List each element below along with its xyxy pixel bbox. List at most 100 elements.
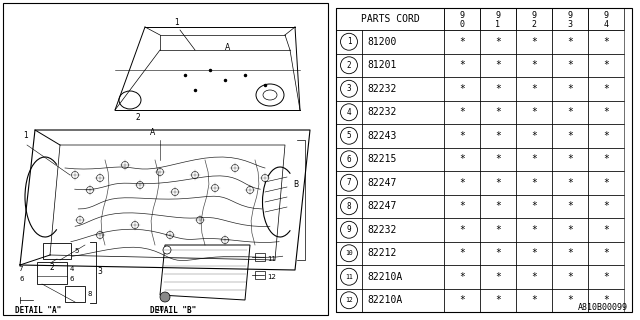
Bar (588, 195, 624, 218)
Bar (588, 53, 624, 77)
Bar (336, 8, 444, 30)
Bar (552, 242, 588, 265)
Bar (336, 242, 362, 265)
Text: 12: 12 (345, 297, 353, 303)
Text: 12: 12 (267, 274, 276, 280)
Text: 9: 9 (347, 225, 351, 234)
Bar (516, 30, 552, 53)
Bar (588, 242, 624, 265)
Text: *: * (603, 107, 609, 117)
Bar (516, 195, 552, 218)
Text: DETAIL "B": DETAIL "B" (150, 306, 196, 315)
Text: *: * (459, 37, 465, 47)
Bar (362, 242, 444, 265)
Text: *: * (531, 295, 537, 305)
Bar (552, 265, 588, 289)
Circle shape (221, 236, 228, 244)
Text: 1: 1 (23, 131, 28, 140)
Bar (362, 289, 444, 312)
Bar (588, 171, 624, 195)
Text: 7: 7 (347, 178, 351, 187)
Text: *: * (603, 84, 609, 94)
Bar (552, 148, 588, 171)
Bar (552, 218, 588, 242)
Text: *: * (459, 131, 465, 141)
Text: 1: 1 (175, 18, 179, 27)
Text: 7: 7 (18, 266, 22, 272)
Text: *: * (495, 107, 501, 117)
Circle shape (97, 231, 104, 238)
Circle shape (262, 174, 269, 181)
Bar (362, 171, 444, 195)
Text: *: * (531, 107, 537, 117)
Text: 11: 11 (267, 256, 276, 262)
Text: *: * (567, 154, 573, 164)
Bar (588, 148, 624, 171)
Bar (480, 8, 516, 30)
Circle shape (232, 164, 239, 172)
Bar (444, 148, 480, 171)
Bar (37, 262, 67, 284)
Text: 9: 9 (495, 11, 500, 20)
Bar (43, 243, 71, 259)
Bar (362, 77, 444, 100)
Circle shape (131, 221, 138, 228)
Bar (516, 148, 552, 171)
Text: *: * (567, 107, 573, 117)
Text: 82212: 82212 (367, 248, 396, 258)
Bar (552, 195, 588, 218)
Text: *: * (567, 272, 573, 282)
Text: *: * (603, 295, 609, 305)
Text: *: * (495, 248, 501, 258)
Bar (444, 77, 480, 100)
Text: *: * (459, 295, 465, 305)
Bar (516, 171, 552, 195)
Bar (480, 148, 516, 171)
Bar (362, 30, 444, 53)
Bar (362, 148, 444, 171)
Bar (552, 289, 588, 312)
Bar (552, 8, 588, 30)
Circle shape (122, 162, 129, 169)
Text: *: * (567, 131, 573, 141)
Circle shape (166, 231, 173, 238)
Text: *: * (531, 201, 537, 211)
Bar (444, 100, 480, 124)
Text: *: * (567, 84, 573, 94)
Bar (336, 8, 632, 312)
Text: *: * (603, 225, 609, 235)
Bar (552, 171, 588, 195)
Circle shape (157, 169, 163, 175)
Bar (444, 218, 480, 242)
Bar (588, 265, 624, 289)
Text: 3: 3 (97, 268, 102, 276)
Bar (480, 77, 516, 100)
Bar (444, 8, 480, 30)
Text: 4: 4 (70, 266, 74, 272)
Text: *: * (603, 272, 609, 282)
Bar (588, 289, 624, 312)
Circle shape (246, 187, 253, 194)
Bar (336, 195, 362, 218)
Bar (480, 289, 516, 312)
Circle shape (77, 217, 83, 223)
Text: *: * (495, 154, 501, 164)
Bar (444, 265, 480, 289)
Text: 82232: 82232 (367, 84, 396, 94)
Text: *: * (495, 272, 501, 282)
Text: 9: 9 (568, 11, 573, 20)
Text: *: * (603, 201, 609, 211)
Text: 82232: 82232 (367, 225, 396, 235)
Text: 9: 9 (531, 11, 536, 20)
Bar (480, 242, 516, 265)
Bar (3, 3, 328, 315)
Text: *: * (567, 295, 573, 305)
Bar (516, 77, 552, 100)
Text: 2: 2 (347, 61, 351, 70)
Text: 4: 4 (604, 20, 609, 29)
Text: 5: 5 (347, 131, 351, 140)
Bar (516, 265, 552, 289)
Circle shape (196, 217, 204, 223)
Text: *: * (603, 248, 609, 258)
Text: *: * (531, 131, 537, 141)
